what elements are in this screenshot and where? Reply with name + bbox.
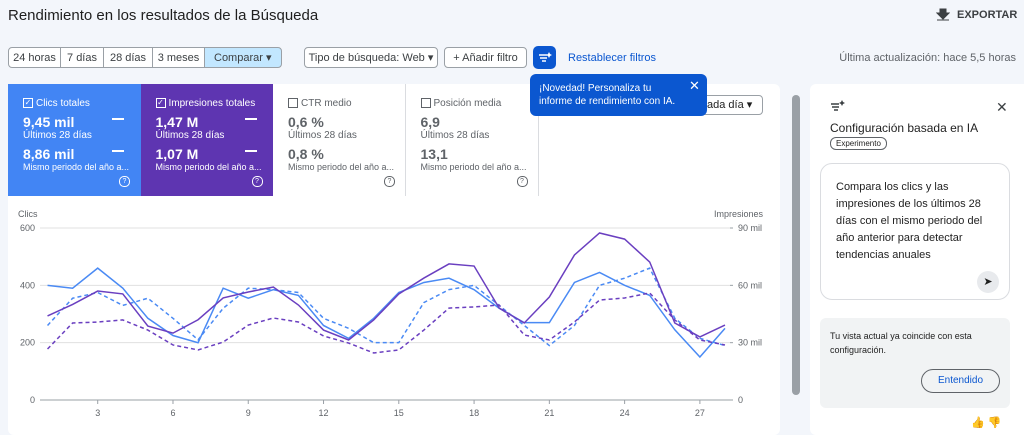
chart: Clics Impresiones 0 200 400 600 0 30 mil 60 mil 9… [18,209,764,418]
x-tick-label: 18 [469,408,479,418]
y2-tick-label: 60 mil [738,280,762,290]
y2-tick-label: 90 mil [738,223,762,233]
metric-value: 9,45 mil [23,114,75,130]
tooltip: ¡Novedad! Personaliza tu informe de rend… [530,74,707,116]
metric-compare-value: 13,1 [420,146,448,162]
range-button[interactable]: 28 días [103,47,153,68]
scrollbar[interactable] [792,95,800,395]
ai-icon [831,100,845,111]
checkbox [420,98,431,108]
x-tick-label: 3 [95,408,100,418]
series-line [46,267,726,347]
metric-compare-value: 0,8 % [288,146,324,162]
ok-button[interactable]: Entendido [921,369,1000,393]
metric-compare-period: Mismo periodo del año a... [23,162,130,172]
metric-compare-period: Mismo periodo del año a... [155,162,262,172]
prompt-card: Compara los clics y las impresiones de l… [820,163,1010,300]
tooltip-close[interactable]: ✕ [689,78,700,93]
ai-filter-button[interactable] [533,46,556,69]
y-axis-title: Clics [18,209,38,219]
metric-period: Últimos 28 días [155,130,225,141]
checkbox [288,98,298,108]
help-icon: ? [251,176,263,187]
metric-compare-period: Mismo periodo del año a... [420,162,527,172]
notice-text: Tu vista actual ya coincide con esta con… [830,331,972,355]
line-style-dashed [112,150,124,152]
tooltip-text: ¡Novedad! Personaliza tu informe de rend… [539,83,676,107]
feedback-icons[interactable]: 👍 👎 [971,417,1002,429]
y-tick-label: 600 [20,223,35,233]
metric-value: 6,9 [420,114,440,130]
help-icon: ? [384,176,395,187]
x-tick-label: 21 [544,408,554,418]
y2-tick-label: 30 mil [738,338,762,348]
add-filter-label: Añadir filtro [462,52,518,64]
line-style-dashed [244,150,257,152]
range-button[interactable]: 24 horas [8,47,61,68]
series-line [46,292,726,354]
metric-card[interactable]: Posición media 6,9 Últimos 28 días 13,1 Mism… [405,84,539,196]
checkbox: ✓ [155,98,166,108]
search-type-label: Tipo de búsqueda: Web [308,52,425,64]
badge: Experimento [830,137,887,150]
panel-title: Configuración basada en IA [830,121,979,135]
x-tick-label: 24 [620,408,630,418]
x-tick-label: 12 [319,408,329,418]
y2-axis-title: Impresiones [714,209,764,219]
y2-tick-label: 0 [738,395,743,405]
help-icon: ? [119,176,130,187]
line-style-solid [112,118,124,120]
metric-period: Últimos 28 días [420,130,490,141]
panel-close[interactable]: ✕ [996,99,1008,115]
series-line [47,232,726,341]
page-title: Rendimiento en los resultados de la Búsq… [8,7,319,24]
metric-label: CTR medio [301,98,352,109]
y-tick-label: 0 [30,395,35,405]
x-tick-label: 15 [394,408,404,418]
last-update: Última actualización: hace 5,5 horas [839,52,1016,64]
metric-label: Posición media [433,98,502,109]
compare-label: Comparar [214,52,263,64]
range-button[interactable]: 7 días [60,47,104,68]
reset-filters[interactable]: Restablecer filtros [568,52,657,64]
metric-compare-value: 1,07 M [155,146,199,162]
download-icon [936,8,950,21]
range-button[interactable]: 3 meses [152,47,205,68]
search-type-button[interactable]: Tipo de búsqueda: Web ▾ [304,47,438,68]
compare-button[interactable]: Comparar ▾ [204,47,282,68]
series-line [47,267,726,359]
add-filter-button[interactable]: + Añadir filtro [444,47,527,68]
metric-card[interactable]: ✓ Clics totales 9,45 mil Últimos 28 días 8,8… [8,84,141,196]
export-button[interactable]: EXPORTAR [957,9,1018,21]
help-icon: ? [516,176,528,187]
notice-box [820,318,1010,408]
metric-card[interactable]: CTR medio 0,6 % Últimos 28 días 0,8 % Mismo … [273,84,406,196]
x-tick-label: 27 [695,408,705,418]
metric-label: Impresiones totales [168,98,256,109]
granularity-dropdown[interactable]: ada día ▾ [680,95,763,115]
metric-value: 1,47 M [155,114,199,130]
granularity-label: ada día [707,99,744,111]
metric-value: 0,6 % [288,114,324,130]
x-tick-label: 9 [246,408,251,418]
send-button[interactable]: ➤ [977,271,999,293]
y-tick-label: 400 [20,280,35,290]
y-tick-label: 200 [20,338,35,348]
metric-period: Últimos 28 días [288,130,357,141]
metric-compare-period: Mismo periodo del año a... [288,162,395,172]
checkbox: ✓ [23,98,33,108]
x-tick-label: 6 [170,408,175,418]
prompt-text: Compara los clics y las impresiones de l… [836,181,983,261]
metric-label: Clics totales [36,98,90,109]
metric-compare-value: 8,86 mil [23,146,75,162]
metric-period: Últimos 28 días [23,130,92,141]
line-style-solid [244,118,257,120]
metric-card[interactable]: ✓ Impresiones totales 1,47 M Últimos 28 día… [140,84,274,196]
